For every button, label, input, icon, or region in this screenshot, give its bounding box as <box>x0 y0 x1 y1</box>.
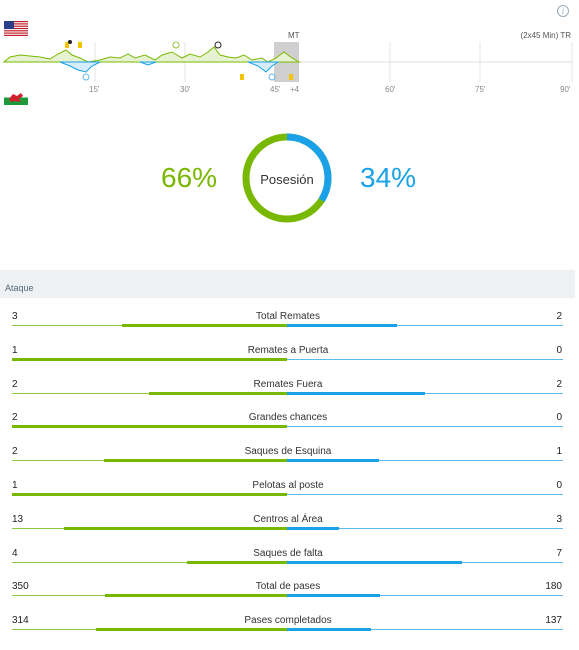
stat-away-value: 0 <box>556 344 562 356</box>
stat-bar-home <box>64 526 287 530</box>
tick-90: 90' <box>560 85 571 94</box>
stat-bar-away <box>287 324 397 327</box>
stat-bar-away <box>287 459 379 463</box>
tick-75: 75' <box>475 85 486 94</box>
section-header-attack: Ataque <box>0 270 575 298</box>
stat-bar-home <box>122 324 287 327</box>
stat-home-value: 2 <box>12 446 18 458</box>
stats-list: 3 Total Remates 2 1 Remates a Puerta 0 2 Remate… <box>0 298 575 636</box>
tick-30: 30' <box>180 85 191 94</box>
stat-away-value: 3 <box>556 513 562 525</box>
flag-wales-icon <box>4 90 28 105</box>
yellow-card-icon <box>78 42 82 48</box>
stat-row: 2 Saques de Esquina 1 <box>0 433 575 467</box>
stat-home-value: 350 <box>12 581 29 593</box>
stat-home-value: 3 <box>12 311 18 322</box>
stat-name: Grandes chances <box>248 412 328 424</box>
stat-away-value: 1 <box>556 446 562 458</box>
ball-icon <box>68 40 72 44</box>
stat-row: 1 Remates a Puerta 0 <box>0 332 575 366</box>
stat-name: Saques de Esquina <box>244 446 332 458</box>
stat-name: Pases completados <box>244 615 332 627</box>
stat-name: Centros al Área <box>253 513 323 525</box>
flag-usa-icon <box>4 21 28 36</box>
stat-away-value: 2 <box>556 311 562 322</box>
substitution-icon <box>268 73 276 81</box>
stat-home-value: 1 <box>12 479 18 491</box>
yellow-card-icon <box>240 74 244 80</box>
possession-home-pct: 66% <box>161 162 218 193</box>
stat-home-value: 314 <box>12 615 29 627</box>
stat-track-away <box>287 527 563 529</box>
stat-bar-home <box>149 391 287 395</box>
stat-home-value: 2 <box>12 412 18 424</box>
stat-track-away <box>287 595 563 597</box>
stat-bar-home <box>12 492 287 496</box>
possession-away-pct: 34% <box>360 162 417 193</box>
info-icon[interactable]: i <box>557 5 569 17</box>
tick-45: 45' <box>270 85 281 94</box>
stat-row: 1 Pelotas al poste 0 <box>0 467 575 501</box>
stat-name: Saques de falta <box>253 547 323 559</box>
stat-bar-home <box>96 628 287 632</box>
momentum-graph <box>2 40 573 82</box>
yellow-card-icon <box>65 42 69 48</box>
extra-time-label: (2x45 Min) TR <box>520 31 571 40</box>
stat-away-value: 2 <box>556 378 562 390</box>
momentum-timeline: i MT (2x45 Min) TR 15' 30' 45' +4 60' 75… <box>0 0 579 110</box>
halftime-label: MT <box>288 31 300 40</box>
stat-track-away <box>287 629 563 631</box>
stat-name: Total de pases <box>255 581 321 593</box>
stat-bar-away <box>287 526 339 530</box>
stat-home-value: 1 <box>12 344 18 356</box>
stat-bar-away <box>287 560 462 564</box>
stat-track-away <box>287 358 563 360</box>
tick-stoppage: +4 <box>290 85 300 94</box>
stat-bar-away <box>287 628 371 632</box>
stat-away-value: 137 <box>545 615 562 627</box>
stat-row: 4 Saques de falta 7 <box>0 535 575 569</box>
stat-track-away <box>287 392 563 394</box>
stat-name: Pelotas al poste <box>252 479 324 491</box>
possession-ring-away <box>242 133 332 223</box>
stat-track-away <box>287 325 563 326</box>
stat-row: 13 Centros al Área 3 <box>0 501 575 535</box>
stat-away-value: 0 <box>556 412 562 424</box>
stat-track-away <box>287 493 563 495</box>
stat-bar-away <box>287 594 380 598</box>
tick-60: 60' <box>385 85 396 94</box>
stat-name: Remates a Puerta <box>247 344 329 356</box>
stat-away-value: 7 <box>556 547 562 559</box>
possession-label: Posesión <box>260 172 314 187</box>
stat-away-value: 0 <box>556 479 562 491</box>
stat-row: 2 Remates Fuera 2 <box>0 366 575 400</box>
stat-home-value: 4 <box>12 547 18 559</box>
possession-donut <box>242 133 332 223</box>
stat-bar-home <box>12 357 287 361</box>
possession-panel: 66% Posesión 34% <box>0 110 579 270</box>
section-title: Ataque <box>5 283 34 293</box>
stat-name: Total Remates <box>256 311 320 322</box>
tick-15: 15' <box>89 85 100 94</box>
stat-track-home <box>12 561 287 563</box>
substitution-icon <box>172 41 180 49</box>
stat-row: 3 Total Remates 2 <box>0 298 575 332</box>
stat-bar-home <box>105 594 287 598</box>
stat-bar-away <box>287 391 425 395</box>
substitution-icon <box>82 73 90 81</box>
stat-home-value: 13 <box>12 513 24 525</box>
stat-track-away <box>287 426 563 428</box>
yellow-card-icon <box>289 74 293 80</box>
stat-away-value: 180 <box>545 581 562 593</box>
stat-home-value: 2 <box>12 378 18 390</box>
stat-track-away <box>287 460 563 462</box>
stat-bar-home <box>187 560 287 564</box>
stat-bar-home <box>104 459 287 463</box>
stat-row: 2 Grandes chances 0 <box>0 399 575 433</box>
stat-name: Remates Fuera <box>253 378 323 390</box>
goal-ball-icon <box>214 41 222 49</box>
stat-bar-home <box>12 425 287 429</box>
stat-row: 314 Pases completados 137 <box>0 602 575 636</box>
stat-row: 350 Total de pases 180 <box>0 568 575 602</box>
